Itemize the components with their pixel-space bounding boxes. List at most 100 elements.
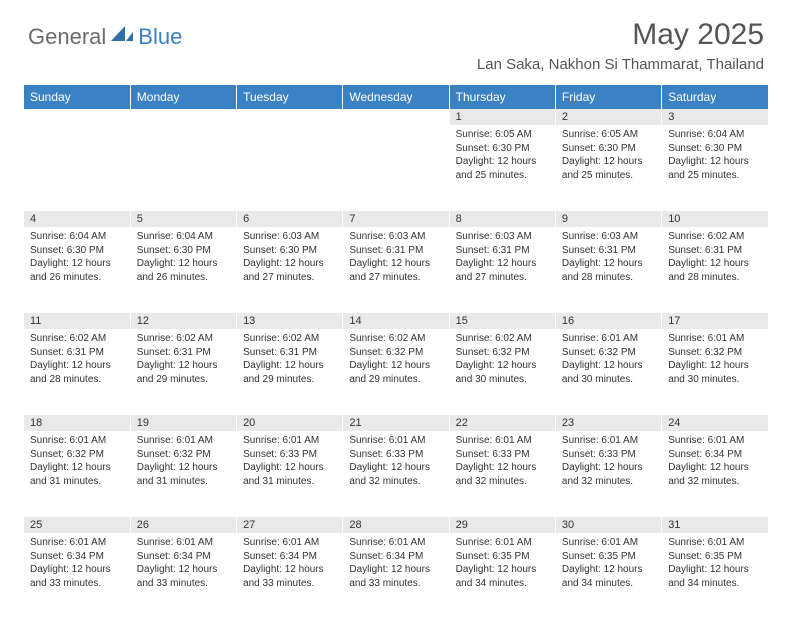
sunset-text: Sunset: 6:30 PM xyxy=(562,142,655,156)
day-content-cell xyxy=(237,125,343,211)
day-number-cell: 23 xyxy=(555,415,661,431)
day-content-cell: Sunrise: 6:01 AMSunset: 6:34 PMDaylight:… xyxy=(662,431,768,517)
weekday-header: Friday xyxy=(555,85,661,109)
sunrise-text: Sunrise: 6:03 AM xyxy=(243,230,336,244)
daylight-text: Daylight: 12 hours and 33 minutes. xyxy=(137,563,230,590)
sunrise-text: Sunrise: 6:02 AM xyxy=(668,230,762,244)
sunset-text: Sunset: 6:32 PM xyxy=(562,346,655,360)
day-number-cell xyxy=(343,109,449,125)
day-number-cell: 1 xyxy=(449,109,555,125)
content-row: Sunrise: 6:05 AMSunset: 6:30 PMDaylight:… xyxy=(24,125,768,211)
day-number-cell xyxy=(24,109,130,125)
day-number-cell: 28 xyxy=(343,517,449,533)
sunset-text: Sunset: 6:30 PM xyxy=(30,244,124,258)
day-content-cell: Sunrise: 6:02 AMSunset: 6:31 PMDaylight:… xyxy=(237,329,343,415)
day-content-cell: Sunrise: 6:01 AMSunset: 6:32 PMDaylight:… xyxy=(24,431,130,517)
day-content-cell: Sunrise: 6:04 AMSunset: 6:30 PMDaylight:… xyxy=(24,227,130,313)
day-content-cell: Sunrise: 6:02 AMSunset: 6:32 PMDaylight:… xyxy=(343,329,449,415)
calendar-table: SundayMondayTuesdayWednesdayThursdayFrid… xyxy=(24,85,768,619)
day-content-cell: Sunrise: 6:01 AMSunset: 6:35 PMDaylight:… xyxy=(662,533,768,619)
day-number-cell: 30 xyxy=(555,517,661,533)
day-number-cell: 5 xyxy=(130,211,236,227)
day-number-cell: 4 xyxy=(24,211,130,227)
title-block: May 2025 Lan Saka, Nakhon Si Thammarat, … xyxy=(477,18,764,73)
sunrise-text: Sunrise: 6:01 AM xyxy=(30,434,124,448)
sunset-text: Sunset: 6:35 PM xyxy=(562,550,655,564)
day-number-cell: 20 xyxy=(237,415,343,431)
sunset-text: Sunset: 6:33 PM xyxy=(562,448,655,462)
content-row: Sunrise: 6:04 AMSunset: 6:30 PMDaylight:… xyxy=(24,227,768,313)
day-number-cell: 8 xyxy=(449,211,555,227)
sunset-text: Sunset: 6:34 PM xyxy=(668,448,762,462)
day-content-cell: Sunrise: 6:05 AMSunset: 6:30 PMDaylight:… xyxy=(449,125,555,211)
sunrise-text: Sunrise: 6:01 AM xyxy=(562,332,655,346)
daylight-text: Daylight: 12 hours and 33 minutes. xyxy=(243,563,336,590)
day-content-cell xyxy=(343,125,449,211)
sunset-text: Sunset: 6:34 PM xyxy=(30,550,124,564)
logo-text-blue: Blue xyxy=(138,24,182,50)
daynum-row: 11121314151617 xyxy=(24,313,768,329)
day-number-cell xyxy=(130,109,236,125)
daylight-text: Daylight: 12 hours and 31 minutes. xyxy=(243,461,336,488)
daylight-text: Daylight: 12 hours and 32 minutes. xyxy=(349,461,442,488)
day-content-cell: Sunrise: 6:03 AMSunset: 6:31 PMDaylight:… xyxy=(555,227,661,313)
sunrise-text: Sunrise: 6:02 AM xyxy=(137,332,230,346)
weekday-header: Tuesday xyxy=(237,85,343,109)
day-number-cell: 11 xyxy=(24,313,130,329)
daynum-row: 45678910 xyxy=(24,211,768,227)
day-content-cell: Sunrise: 6:01 AMSunset: 6:33 PMDaylight:… xyxy=(555,431,661,517)
daylight-text: Daylight: 12 hours and 34 minutes. xyxy=(562,563,655,590)
day-number-cell: 10 xyxy=(662,211,768,227)
day-content-cell: Sunrise: 6:05 AMSunset: 6:30 PMDaylight:… xyxy=(555,125,661,211)
day-content-cell: Sunrise: 6:04 AMSunset: 6:30 PMDaylight:… xyxy=(662,125,768,211)
daylight-text: Daylight: 12 hours and 28 minutes. xyxy=(562,257,655,284)
day-content-cell: Sunrise: 6:01 AMSunset: 6:34 PMDaylight:… xyxy=(130,533,236,619)
day-content-cell: Sunrise: 6:01 AMSunset: 6:34 PMDaylight:… xyxy=(24,533,130,619)
day-number-cell: 25 xyxy=(24,517,130,533)
daylight-text: Daylight: 12 hours and 26 minutes. xyxy=(137,257,230,284)
day-content-cell: Sunrise: 6:02 AMSunset: 6:32 PMDaylight:… xyxy=(449,329,555,415)
day-number-cell xyxy=(237,109,343,125)
weekday-header: Sunday xyxy=(24,85,130,109)
sunrise-text: Sunrise: 6:05 AM xyxy=(456,128,549,142)
day-number-cell: 22 xyxy=(449,415,555,431)
sunset-text: Sunset: 6:31 PM xyxy=(349,244,442,258)
sunset-text: Sunset: 6:35 PM xyxy=(668,550,762,564)
sunrise-text: Sunrise: 6:03 AM xyxy=(562,230,655,244)
daylight-text: Daylight: 12 hours and 28 minutes. xyxy=(30,359,124,386)
day-content-cell: Sunrise: 6:01 AMSunset: 6:33 PMDaylight:… xyxy=(343,431,449,517)
daylight-text: Daylight: 12 hours and 32 minutes. xyxy=(562,461,655,488)
daylight-text: Daylight: 12 hours and 26 minutes. xyxy=(30,257,124,284)
day-content-cell: Sunrise: 6:01 AMSunset: 6:34 PMDaylight:… xyxy=(237,533,343,619)
month-title: May 2025 xyxy=(477,18,764,52)
day-number-cell: 15 xyxy=(449,313,555,329)
sunrise-text: Sunrise: 6:01 AM xyxy=(349,536,442,550)
sunset-text: Sunset: 6:33 PM xyxy=(456,448,549,462)
sunset-text: Sunset: 6:31 PM xyxy=(30,346,124,360)
day-content-cell: Sunrise: 6:01 AMSunset: 6:32 PMDaylight:… xyxy=(662,329,768,415)
sunset-text: Sunset: 6:32 PM xyxy=(456,346,549,360)
day-number-cell: 19 xyxy=(130,415,236,431)
day-number-cell: 24 xyxy=(662,415,768,431)
sunrise-text: Sunrise: 6:01 AM xyxy=(562,536,655,550)
sunset-text: Sunset: 6:31 PM xyxy=(243,346,336,360)
daylight-text: Daylight: 12 hours and 27 minutes. xyxy=(349,257,442,284)
weekday-header: Saturday xyxy=(662,85,768,109)
sunset-text: Sunset: 6:34 PM xyxy=(243,550,336,564)
day-content-cell: Sunrise: 6:01 AMSunset: 6:33 PMDaylight:… xyxy=(449,431,555,517)
daylight-text: Daylight: 12 hours and 29 minutes. xyxy=(243,359,336,386)
daylight-text: Daylight: 12 hours and 32 minutes. xyxy=(668,461,762,488)
day-number-cell: 17 xyxy=(662,313,768,329)
logo-sail-icon xyxy=(111,26,133,49)
location-text: Lan Saka, Nakhon Si Thammarat, Thailand xyxy=(477,56,764,73)
sunrise-text: Sunrise: 6:04 AM xyxy=(668,128,762,142)
sunset-text: Sunset: 6:30 PM xyxy=(668,142,762,156)
day-number-cell: 26 xyxy=(130,517,236,533)
calendar-body: 123 Sunrise: 6:05 AMSunset: 6:30 PMDayli… xyxy=(24,109,768,619)
content-row: Sunrise: 6:01 AM Sunset: 6:32 PM Daylight:… xyxy=(24,431,768,517)
sunrise-text: Sunrise: 6:02 AM xyxy=(30,332,124,346)
sunset-text: Sunset: 6:32 PM xyxy=(668,346,762,360)
sunset-text: Sunset: 6:32 PM xyxy=(137,448,230,462)
sunset-text: Sunset: 6:30 PM xyxy=(456,142,549,156)
day-content-cell: Sunrise: 6:01 AMSunset: 6:35 PMDaylight:… xyxy=(449,533,555,619)
